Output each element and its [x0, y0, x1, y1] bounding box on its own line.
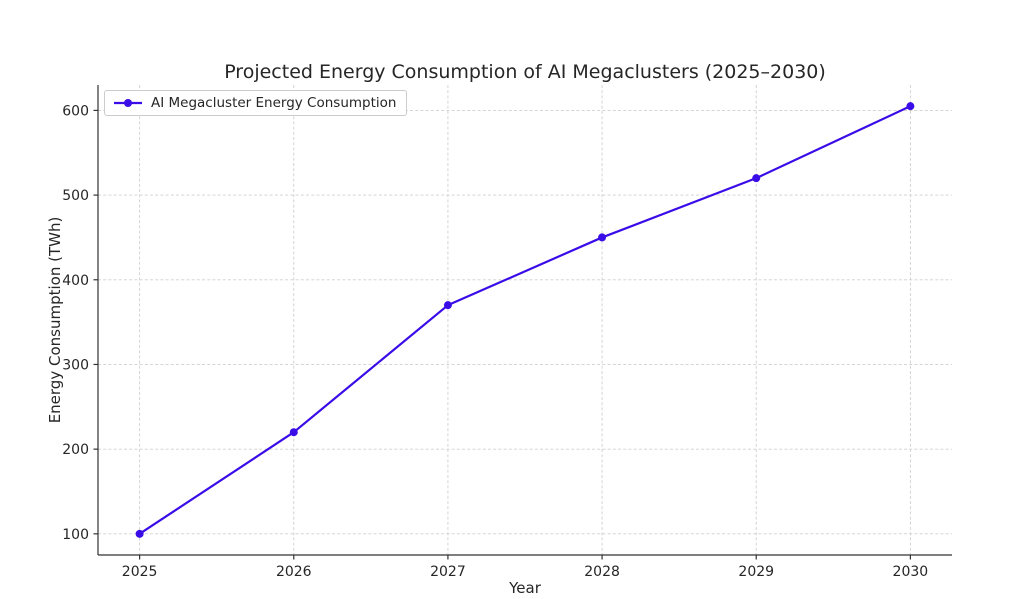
x-axis-label: Year [509, 579, 541, 597]
y-axis-label: Energy Consumption (TWh) [46, 216, 64, 424]
data-point [752, 174, 761, 183]
y-tick-label: 500 [62, 188, 89, 204]
y-tick-label: 600 [62, 103, 89, 119]
y-tick-label: 300 [62, 357, 89, 373]
legend-line-marker-icon [113, 97, 143, 109]
x-tick-label: 2027 [430, 564, 466, 580]
x-tick-label: 2026 [276, 564, 312, 580]
y-tick-label: 200 [62, 442, 89, 458]
legend-entry-label: AI Megacluster Energy Consumption [151, 95, 397, 111]
data-point [906, 102, 915, 111]
data-point [135, 529, 144, 538]
data-point [598, 233, 607, 242]
data-point [443, 301, 452, 310]
y-tick-label: 100 [62, 527, 89, 543]
data-point [289, 428, 298, 437]
chart-title: Projected Energy Consumption of AI Megac… [224, 61, 826, 83]
series-line [138, 105, 912, 535]
x-tick-label: 2030 [893, 564, 929, 580]
x-tick-label: 2025 [122, 564, 158, 580]
legend: AI Megacluster Energy Consumption [104, 90, 408, 116]
x-tick-label: 2029 [738, 564, 774, 580]
x-tick-label: 2028 [584, 564, 620, 580]
y-tick-label: 400 [62, 273, 89, 289]
